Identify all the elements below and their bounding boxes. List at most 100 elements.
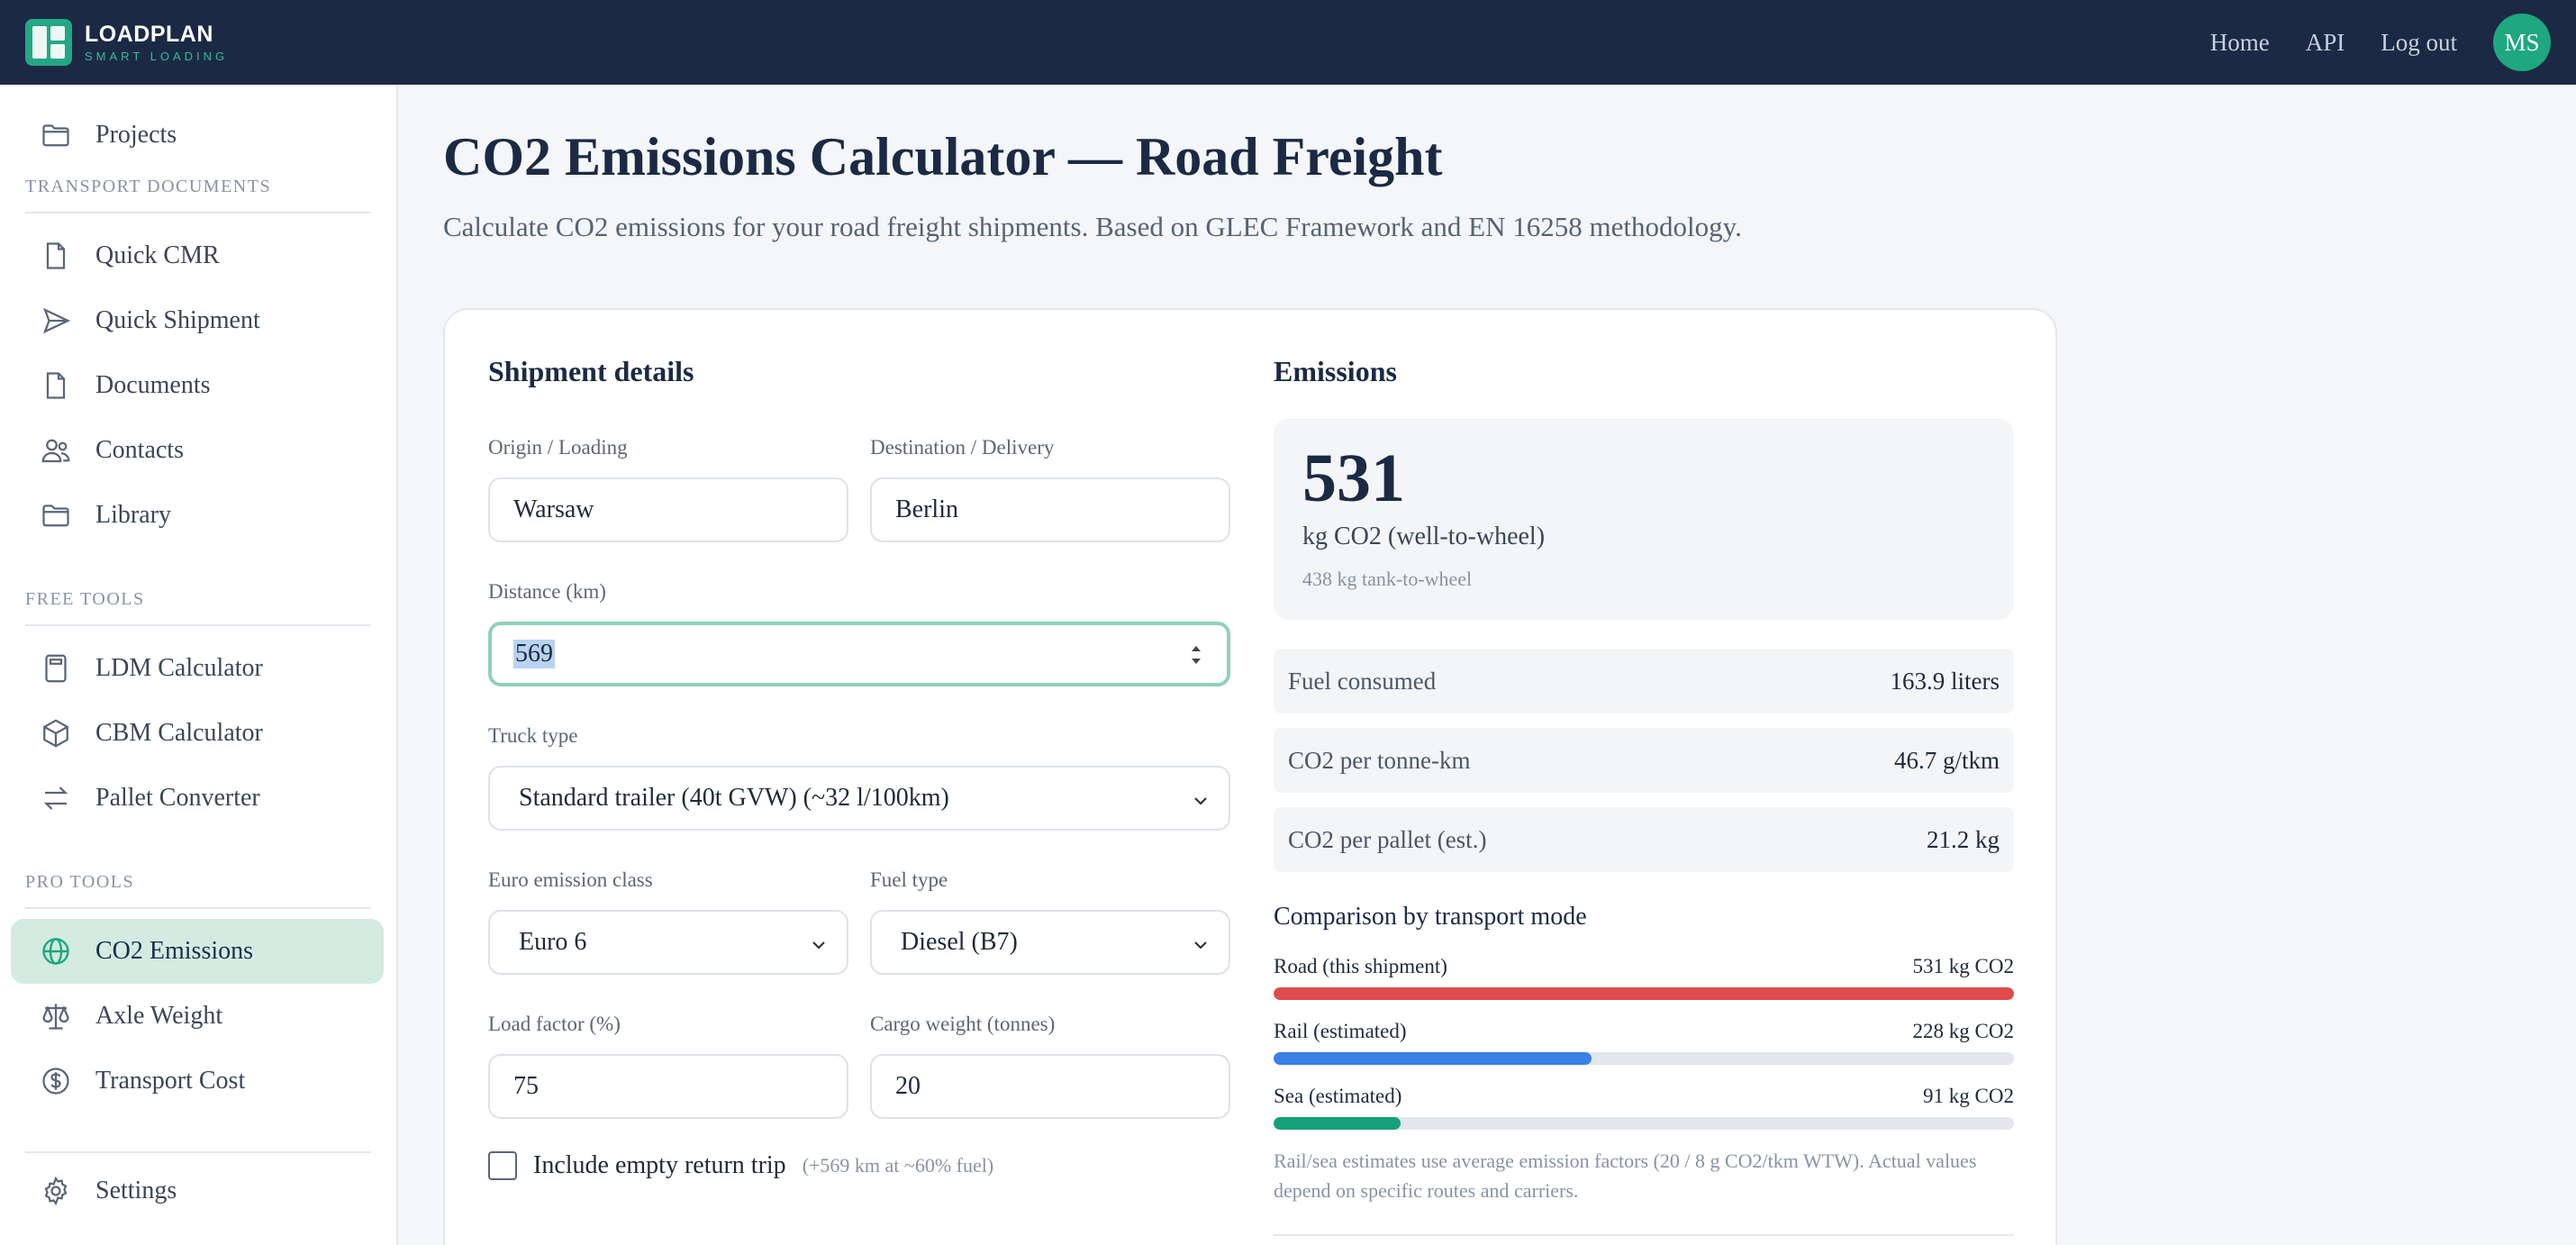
cargo-weight-input[interactable]: 20	[870, 1054, 1230, 1119]
origin-input[interactable]: Warsaw	[488, 477, 848, 542]
brand-tagline: SMART LOADING	[85, 50, 229, 63]
bar-fill-rail	[1274, 1052, 1592, 1065]
sidebar-item-quick-cmr[interactable]: Quick CMR	[11, 223, 384, 288]
euro-class-select[interactable]: Euro 6	[488, 910, 848, 975]
nav-logout-link[interactable]: Log out	[2381, 28, 2457, 56]
sidebar-item-cbm-calculator[interactable]: CBM Calculator	[11, 701, 384, 766]
sidebar-item-label: Library	[95, 501, 171, 529]
calculator-card: Shipment details Origin / Loading Warsaw…	[443, 308, 2057, 1245]
return-trip-row: Include empty return trip (+569 km at ~6…	[488, 1151, 993, 1180]
return-trip-checkbox[interactable]	[488, 1151, 517, 1180]
truck-type-select[interactable]: Standard trailer (40t GVW) (~32 l/100km)	[488, 766, 1230, 831]
logo-icon[interactable]	[25, 19, 72, 66]
dollar-icon	[42, 1068, 69, 1095]
section-heading-free-tools: FREE TOOLS	[25, 589, 371, 626]
comparison-row-sea: Sea (estimated) 91 kg CO2	[1274, 1085, 2014, 1108]
swap-arrows-icon	[43, 786, 68, 810]
comparison-note: Rail/sea estimates use average emission …	[1274, 1150, 1977, 1202]
nav-api-link[interactable]: API	[2305, 28, 2345, 56]
destination-input[interactable]: Berlin	[870, 477, 1230, 542]
fuel-type-label: Fuel type	[870, 868, 948, 891]
distance-input[interactable]: 569	[488, 622, 1230, 686]
origin-value: Warsaw	[513, 495, 594, 523]
section-heading-pro-tools: PRO TOOLS	[25, 872, 371, 909]
top-nav: Home API Log out MS	[2210, 14, 2551, 71]
sidebar-item-ldm-calculator[interactable]: LDM Calculator	[11, 636, 384, 701]
mode-label: Rail (estimated)	[1274, 1020, 1407, 1042]
folder-icon	[42, 124, 69, 147]
sidebar-item-label: Quick Shipment	[95, 306, 260, 334]
metric-label: CO2 per pallet (est.)	[1288, 825, 1487, 853]
cube-icon	[43, 719, 68, 748]
load-factor-input[interactable]: 75	[488, 1054, 848, 1119]
cargo-weight-label: Cargo weight (tonnes)	[870, 1013, 1056, 1035]
distance-label: Distance (km)	[488, 580, 606, 603]
total-emissions-unit: kg CO2 (well-to-wheel)	[1302, 523, 1546, 550]
sidebar-item-label: Pallet Converter	[95, 784, 260, 812]
load-factor-value: 75	[513, 1072, 539, 1100]
metric-label: CO2 per tonne-km	[1288, 746, 1471, 774]
sidebar: Projects TRANSPORT DOCUMENTS Quick CMR Q…	[0, 85, 398, 1245]
mode-value: 228 kg CO2	[1912, 1020, 2014, 1042]
brand-name: LOADPLAN	[85, 22, 213, 47]
cargo-weight-value: 20	[895, 1072, 921, 1100]
metric-value: 21.2 kg	[1927, 825, 2000, 853]
truck-type-value: Standard trailer (40t GVW) (~32 l/100km)	[519, 784, 949, 812]
sidebar-item-label: Transport Cost	[95, 1067, 246, 1095]
destination-value: Berlin	[895, 495, 958, 523]
total-emissions-box: 531 kg CO2 (well-to-wheel) 438 kg tank-t…	[1274, 418, 2014, 620]
send-icon	[42, 307, 71, 334]
mode-value: 531 kg CO2	[1912, 955, 2014, 977]
fuel-type-select[interactable]: Diesel (B7)	[870, 910, 1230, 975]
comparison-bar-rail	[1274, 1052, 2014, 1065]
bar-fill-sea	[1274, 1117, 1401, 1130]
avatar[interactable]: MS	[2493, 14, 2551, 71]
sidebar-item-label: Contacts	[95, 436, 184, 464]
comparison-row-rail: Rail (estimated) 228 kg CO2	[1274, 1020, 2014, 1043]
sidebar-item-settings[interactable]: Settings	[11, 1159, 384, 1223]
sidebar-item-label: LDM Calculator	[95, 654, 263, 682]
sidebar-item-axle-weight[interactable]: Axle Weight	[11, 984, 384, 1049]
section-heading-transport: TRANSPORT DOCUMENTS	[25, 177, 371, 214]
sidebar-divider	[25, 1151, 371, 1153]
calculator-icon	[45, 654, 67, 683]
sidebar-item-label: Quick CMR	[95, 241, 220, 269]
users-icon	[41, 439, 70, 463]
return-trip-hint: (+569 km at ~60% fuel)	[802, 1154, 994, 1177]
comparison-row-road: Road (this shipment) 531 kg CO2	[1274, 955, 2014, 978]
metric-co2-per-pallet: CO2 per pallet (est.) 21.2 kg	[1274, 807, 2014, 872]
sidebar-item-contacts[interactable]: Contacts	[11, 418, 384, 483]
sidebar-item-pallet-converter[interactable]: Pallet Converter	[11, 766, 384, 831]
sidebar-item-transport-cost[interactable]: Transport Cost	[11, 1049, 384, 1113]
sidebar-item-projects[interactable]: Projects	[11, 103, 384, 168]
destination-label: Destination / Delivery	[870, 436, 1055, 459]
fuel-type-value: Diesel (B7)	[901, 928, 1018, 956]
stepper-icon[interactable]	[1189, 641, 1203, 668]
emissions-title: Emissions	[1274, 355, 1397, 387]
chevron-down-icon	[812, 941, 825, 950]
mode-label: Sea (estimated)	[1274, 1085, 1402, 1107]
chevron-down-icon	[1194, 941, 1207, 950]
sidebar-item-co2-emissions[interactable]: CO2 Emissions	[11, 919, 384, 984]
mode-value: 91 kg CO2	[1923, 1085, 2014, 1107]
sidebar-item-quick-shipment[interactable]: Quick Shipment	[11, 288, 384, 353]
euro-class-value: Euro 6	[519, 928, 587, 956]
document-icon	[46, 372, 66, 399]
distance-value: 569	[513, 640, 555, 668]
scale-icon	[42, 1004, 69, 1030]
comparison-title: Comparison by transport mode	[1274, 903, 1587, 931]
sidebar-item-label: Settings	[95, 1177, 177, 1204]
truck-type-label: Truck type	[488, 724, 578, 747]
nav-home-link[interactable]: Home	[2209, 28, 2270, 56]
page-title: CO2 Emissions Calculator — Road Freight	[443, 127, 1443, 186]
comparison-bar-sea	[1274, 1117, 2014, 1130]
sidebar-item-label: Axle Weight	[95, 1002, 223, 1030]
shipment-details-title: Shipment details	[488, 355, 694, 387]
sidebar-item-documents[interactable]: Documents	[11, 353, 384, 418]
euro-class-label: Euro emission class	[488, 868, 653, 891]
total-emissions-value: 531	[1302, 441, 1405, 516]
return-trip-label[interactable]: Include empty return trip	[533, 1151, 786, 1179]
document-icon	[46, 242, 66, 269]
sidebar-item-library[interactable]: Library	[11, 483, 384, 548]
metric-value: 163.9 liters	[1890, 667, 2000, 695]
